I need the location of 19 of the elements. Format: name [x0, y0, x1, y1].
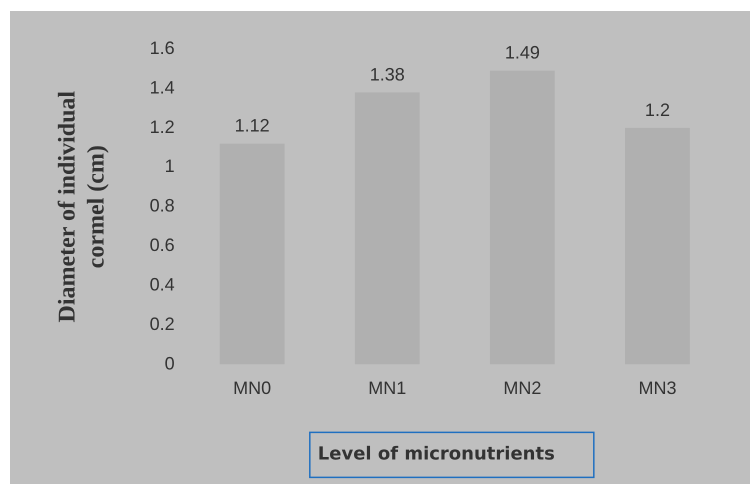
y-tick-label: 0: [164, 353, 175, 374]
x-tick-label: MN0: [233, 378, 272, 398]
y-tick-label: 1.4: [150, 77, 175, 98]
y-tick-label: 0.4: [150, 274, 175, 295]
x-tick-label: MN2: [503, 378, 542, 398]
x-tick-label: MN1: [368, 378, 406, 398]
data-label: 1.12: [234, 116, 270, 136]
data-label: 1.49: [504, 42, 540, 63]
y-axis-title: Diameter of individual cormel (cm): [54, 90, 110, 322]
x-axis-title: Level of micronutrients: [318, 444, 555, 465]
y-tick-label: 1: [164, 156, 175, 176]
x-tick-label: MN3: [638, 378, 676, 398]
data-label: 1.2: [644, 100, 670, 120]
y-tick-label: 1.2: [150, 116, 175, 137]
y-tick-label: 0.6: [150, 235, 175, 256]
data-label: 1.38: [370, 64, 405, 84]
y-tick-label: 0.2: [150, 314, 175, 334]
y-tick-label: 1.6: [150, 38, 175, 58]
y-tick-label: 0.8: [150, 196, 175, 216]
